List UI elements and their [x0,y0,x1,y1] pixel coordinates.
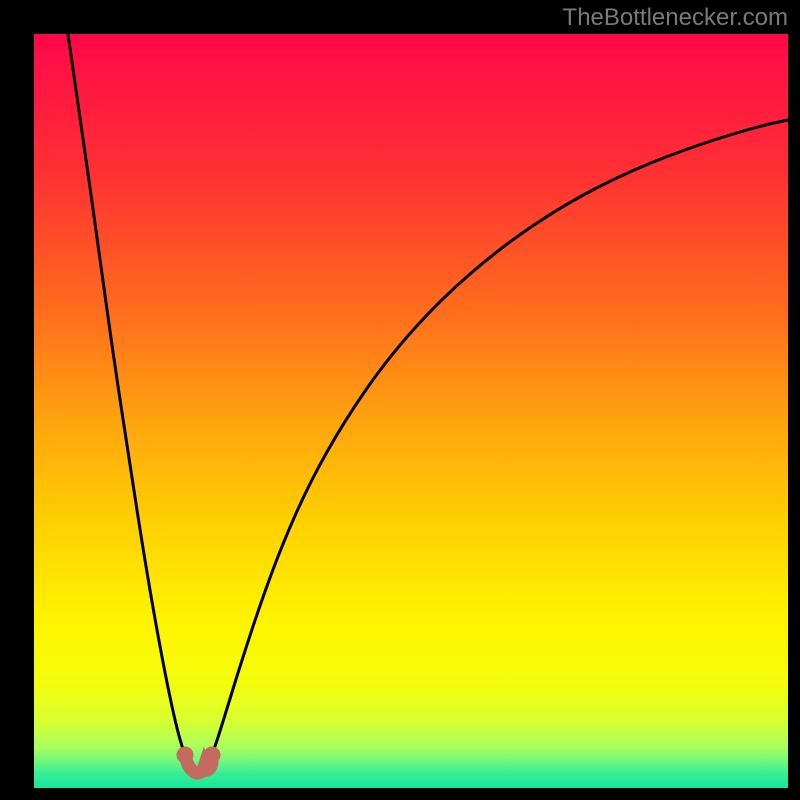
chart-svg [0,0,800,800]
curve-left-branch [68,34,185,755]
curve-right-branch [212,120,788,755]
chart-frame: TheBottlenecker.com [0,0,800,800]
minimum-marker-0 [177,747,194,764]
minimum-marker-1 [204,747,221,764]
